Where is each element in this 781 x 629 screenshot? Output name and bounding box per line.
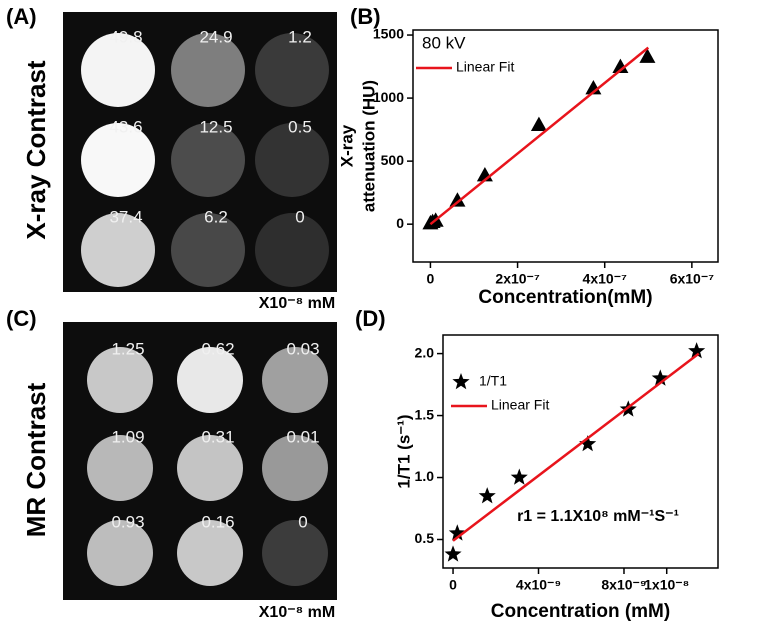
side-title: MR Contrast	[21, 382, 51, 537]
data-point	[479, 487, 496, 503]
y-axis-label: attenuation (HU)	[359, 80, 378, 212]
spot-label: 0.93	[111, 512, 144, 531]
y-tick-label: 1.5	[415, 406, 435, 422]
spot-label: 0.16	[201, 512, 234, 531]
spot-label: 12.5	[199, 117, 232, 136]
legend-text: Linear Fit	[456, 59, 514, 75]
x-tick-label: 4x10⁻⁷	[583, 271, 628, 287]
y-axis-label: X-ray	[337, 124, 356, 167]
x-axis-label: Concentration (mM)	[491, 601, 670, 622]
spot-label: 0	[295, 207, 304, 226]
data-point	[639, 48, 655, 62]
spot-label: 24.9	[199, 27, 232, 46]
phantom-spot	[255, 213, 329, 287]
x-tick-label: 6x10⁻⁷	[670, 271, 715, 287]
x-tick-label: 2x10⁻⁷	[495, 271, 540, 287]
spot-label: 37.4	[109, 207, 142, 226]
y-tick-label: 0.5	[415, 530, 435, 546]
panel-label: (D)	[355, 306, 386, 331]
figure: (A) X-ray Contrast X10⁻⁸ mM 49.8 24.9 1.2 43.6…	[0, 0, 781, 629]
unit-label: X10⁻⁸ mM	[259, 295, 335, 312]
spot-label: 49.8	[109, 27, 142, 46]
spot-label: 6.2	[204, 207, 228, 226]
phantom-spot	[262, 520, 328, 586]
y-axis-label: 1/T1 (s⁻¹)	[394, 414, 413, 488]
y-tick-label: 2.0	[415, 344, 435, 360]
x-tick-label: 0	[449, 577, 457, 593]
data-point	[511, 469, 528, 485]
spot-label: 0.31	[201, 427, 234, 446]
y-tick-label: 0	[396, 215, 404, 231]
spot-label: 0.01	[286, 427, 319, 446]
spot-label: 0	[298, 512, 307, 531]
unit-label: X10⁻⁸ mM	[259, 604, 335, 621]
y-tick-label: 1500	[373, 26, 404, 42]
side-title: X-ray Contrast	[21, 60, 51, 239]
annotation: r1 = 1.1X10⁸ mM⁻¹S⁻¹	[517, 508, 679, 525]
page: (A) X-ray Contrast X10⁻⁸ mM 49.8 24.9 1.2 43.6…	[0, 0, 781, 629]
spot-label: 0.03	[286, 339, 319, 358]
x-tick-label: 0	[427, 271, 435, 287]
spot-label: 1.25	[111, 339, 144, 358]
y-tick-label: 500	[381, 152, 405, 168]
x-axis-label: Concentration(mM)	[478, 287, 652, 308]
data-point	[531, 117, 547, 131]
x-tick-label: 1x10⁻⁸	[644, 577, 689, 593]
x-tick-label: 8x10⁻⁹	[601, 577, 646, 593]
legend-text: 1/T1	[479, 373, 507, 389]
legend-text: 80 kV	[422, 33, 466, 52]
spot-label: 1.09	[111, 427, 144, 446]
y-tick-label: 1.0	[415, 468, 435, 484]
spot-label: 1.2	[288, 27, 312, 46]
x-tick-label: 4x10⁻⁹	[516, 577, 561, 593]
panel-label: (A)	[6, 4, 37, 29]
legend-text: Linear Fit	[491, 397, 549, 413]
legend-symbol	[452, 373, 469, 389]
spot-label: 0.62	[201, 339, 234, 358]
spot-label: 43.6	[109, 117, 142, 136]
panel-label: (C)	[6, 306, 37, 331]
data-point	[445, 545, 462, 561]
data-point	[449, 192, 465, 206]
spot-label: 0.5	[288, 117, 312, 136]
